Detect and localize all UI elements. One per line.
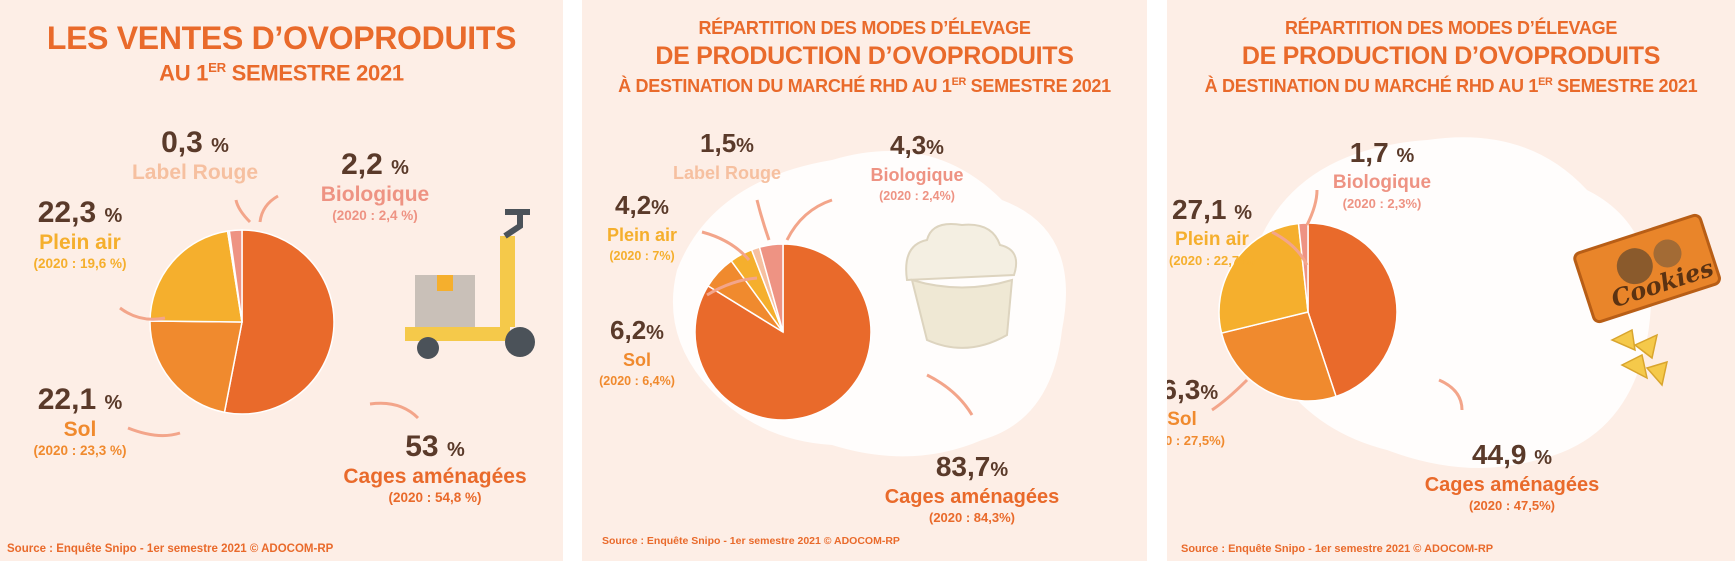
label-arrows [119,194,420,438]
pie-slices [149,229,335,415]
label-label-rouge: 0,3 % Label Rouge [131,126,258,185]
pallet-truck-icon [405,209,535,359]
pie-slice-biologique [758,243,784,333]
pie-chart-sales [119,194,535,438]
label-sol: 22,1 % Sol (2020 : 23,3 %) [33,383,127,459]
chef-hat-icon [905,223,1018,349]
label-biologique: 1,7 % Biologique (2020 : 2,3%) [1332,137,1432,212]
pie-slice-plein-air [1218,222,1309,334]
panel-title-line1: RÉPARTITION DES MODES D’ÉLEVAGE [698,18,1031,38]
panel-title-line2: DE PRODUCTION D’OVOPRODUITS [1241,42,1661,70]
panel-title-line1: LES VENTES D’OVOPRODUITS [46,20,517,56]
pie-chart-rhd [672,151,1066,457]
label-cages: 83,7% Cages aménagées (2020 : 84,3%) [884,451,1060,526]
pie-slice-cages-am-nag-es [223,229,335,415]
panel-title-line3: À DESTINATION DU MARCHÉ RHD AU 1ER SEMES… [618,76,1111,96]
label-sol: 6,2% Sol (2020 : 6,4%) [599,315,675,388]
pasta-icon [1610,328,1669,387]
label-arrows [1211,189,1464,412]
label-plein-air: 4,2% Plein air (2020 : 7%) [606,190,678,263]
label-plein-air: 27,1 % Plein air (2020 : 22,7%) [1169,194,1255,269]
label-plein-air: 22,3 % Plein air (2020 : 19,6 %) [33,196,127,272]
label-label-rouge: 1,5% Label Rouge [672,128,781,183]
pie-slice-plein-air [149,230,243,323]
label-arrows [701,198,974,416]
label-cages: 44,9 % Cages aménagées (2020 : 47,5%) [1424,439,1600,514]
panel-rhd: RÉPARTITION DES MODES D’ÉLEVAGE DE PRODU… [582,0,1147,561]
label-sol: 26,3% Sol (2020 : 27,5%) [1167,374,1225,449]
panel-rhd-2: RÉPARTITION DES MODES D’ÉLEVAGE DE PRODU… [1167,0,1735,561]
panel-title-line2: AU 1ER SEMESTRE 2021 [159,60,404,86]
cookies-pack-icon: Cookies [1573,213,1721,324]
panel-sales: LES VENTES D’OVOPRODUITS AU 1ER SEMESTRE… [0,0,563,561]
panel-title-line3: À DESTINATION DU MARCHÉ RHD AU 1ER SEMES… [1204,76,1698,96]
panel-title-line2: DE PRODUCTION D’OVOPRODUITS [655,42,1074,70]
pie-slices [694,243,872,421]
source-note: Source : Enquête Snipo - 1er semestre 20… [7,543,334,555]
source-note: Source : Enquête Snipo - 1er semestre 20… [602,535,900,547]
source-note: Source : Enquête Snipo - 1er semestre 20… [1181,543,1494,555]
label-cages: 53 % Cages aménagées (2020 : 54,8 %) [343,430,527,506]
pie-slice-sol [149,320,243,414]
panel-title-line1: RÉPARTITION DES MODES D’ÉLEVAGE [1284,18,1618,38]
pie-slice-biologique [228,229,243,323]
label-biologique: 2,2 % Biologique (2020 : 2,4 %) [320,148,430,224]
pie-slice-sol [1220,311,1337,402]
label-biologique: 4,3% Biologique (2020 : 2,4%) [870,130,964,203]
pie-slices [1218,222,1398,402]
pie-slice-cages-am-nag-es [1307,222,1398,398]
pie-chart-rhd-2: Cookies [1211,137,1721,468]
